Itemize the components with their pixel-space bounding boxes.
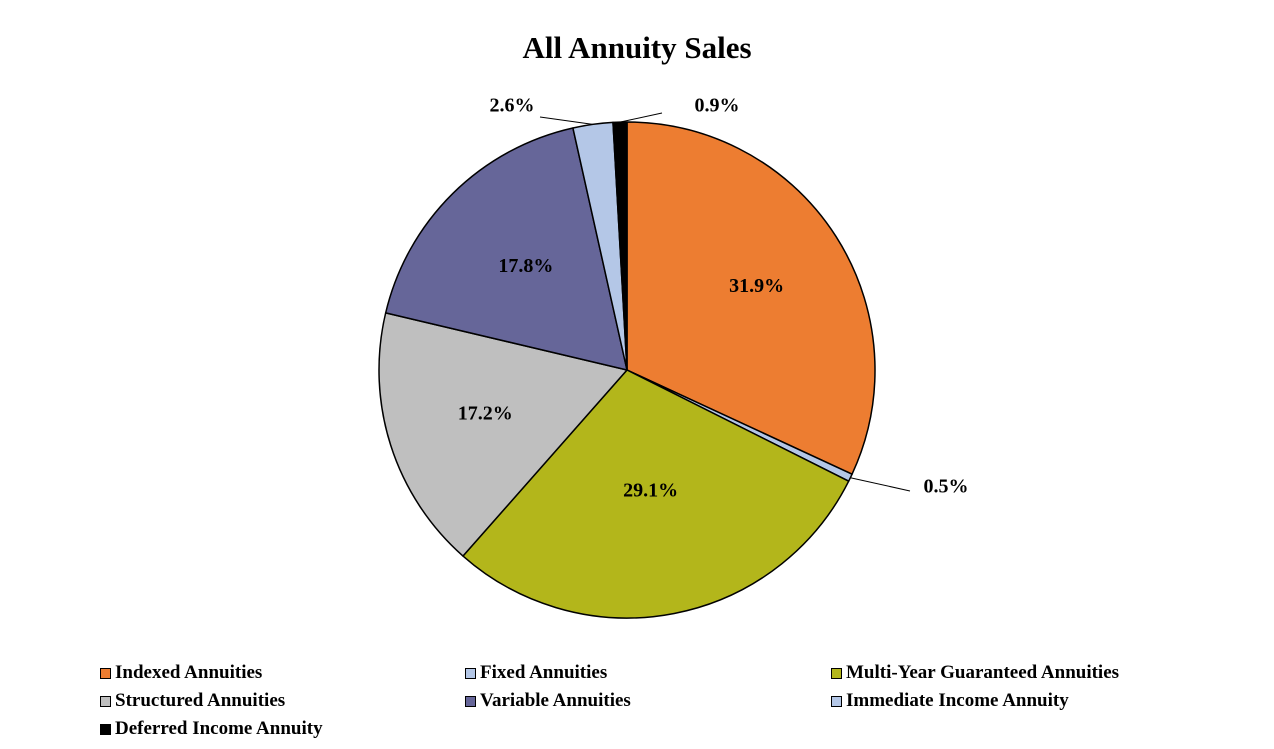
legend-label: Indexed Annuities xyxy=(115,662,263,683)
slice-label-multi-year-guaranteed-annuities: 29.1% xyxy=(623,479,678,501)
legend-item-fixed-annuities: Fixed Annuities xyxy=(465,661,607,685)
legend-swatch xyxy=(831,667,842,679)
legend-item-multi-year-guaranteed-annuities: Multi-Year Guaranteed Annuities xyxy=(831,661,1119,685)
legend-label: Fixed Annuities xyxy=(480,662,608,683)
legend-swatch xyxy=(100,667,111,679)
legend-item-deferred-income-annuity: Deferred Income Annuity xyxy=(100,717,323,741)
legend-swatch xyxy=(465,667,476,679)
legend-item-immediate-income-annuity: Immediate Income Annuity xyxy=(831,689,1069,713)
slice-label-variable-annuities: 17.8% xyxy=(498,255,553,277)
legend-swatch xyxy=(831,695,842,707)
legend-swatch xyxy=(100,723,111,735)
slice-label-deferred-income-annuity: 0.9% xyxy=(695,95,740,117)
leader-line-deferred-income-annuity xyxy=(619,112,663,123)
pie-slice-variable-annuities xyxy=(384,127,628,371)
legend-swatch xyxy=(100,695,111,707)
legend-swatch xyxy=(465,695,476,707)
legend-item-structured-annuities: Structured Annuities xyxy=(100,689,285,713)
legend-item-variable-annuities: Variable Annuities xyxy=(465,689,631,713)
pie-slice-deferred-income-annuity xyxy=(612,121,628,371)
legend-label: Structured Annuities xyxy=(115,690,286,711)
pie-slice-structured-annuities xyxy=(378,312,628,557)
slice-label-indexed-annuities: 31.9% xyxy=(729,275,784,297)
pie-slice-multi-year-guaranteed-annuities xyxy=(462,369,850,619)
pie-slice-indexed-annuities xyxy=(626,121,876,475)
leader-line-immediate-income-annuity xyxy=(539,116,593,125)
legend-label: Deferred Income Annuity xyxy=(115,718,323,739)
slice-label-fixed-annuities: 0.5% xyxy=(924,476,969,498)
slice-label-immediate-income-annuity: 2.6% xyxy=(490,95,535,117)
chart-title: All Annuity Sales xyxy=(522,30,752,65)
legend-label: Variable Annuities xyxy=(480,690,631,711)
legend-item-indexed-annuities: Indexed Annuities xyxy=(100,661,262,685)
leader-line-fixed-annuities xyxy=(850,477,911,492)
legend-label: Immediate Income Annuity xyxy=(846,690,1069,711)
slice-label-structured-annuities: 17.2% xyxy=(458,403,513,425)
legend-label: Multi-Year Guaranteed Annuities xyxy=(846,662,1120,683)
